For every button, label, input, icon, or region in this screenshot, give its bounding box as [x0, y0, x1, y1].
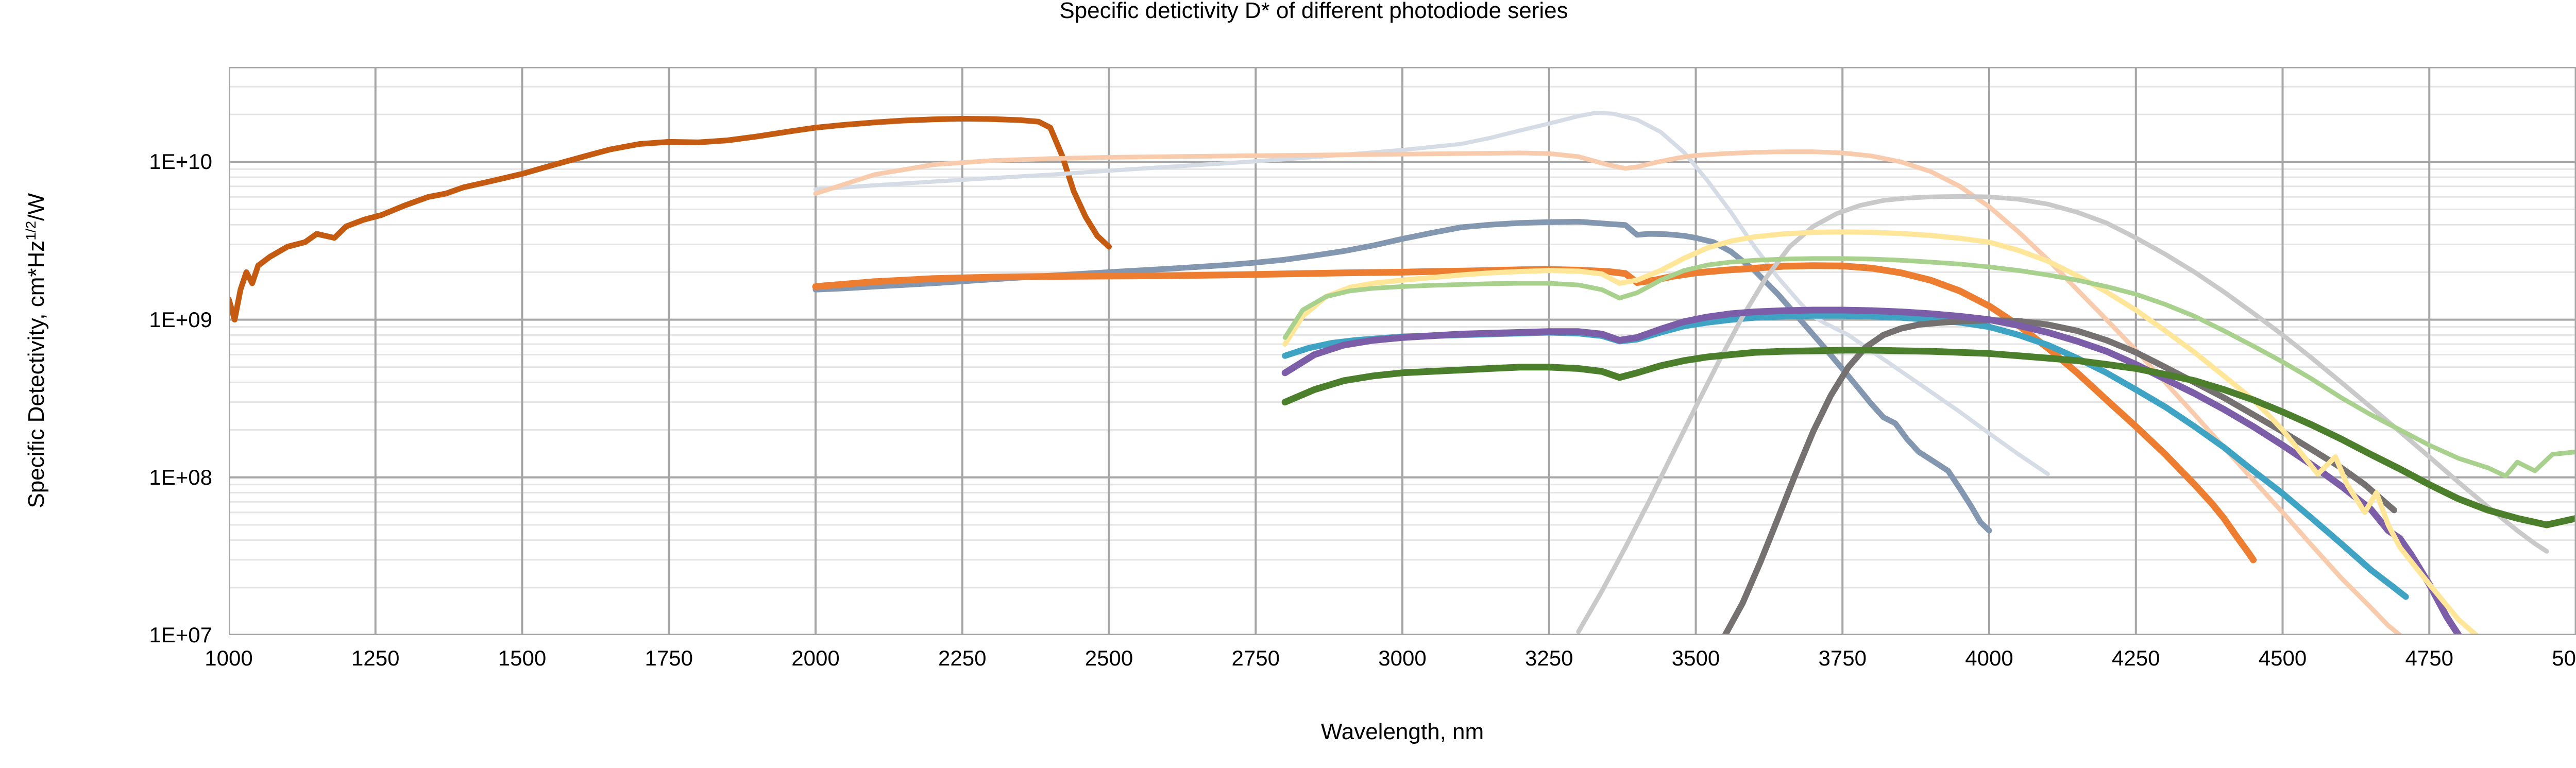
x-axis-tick-label: 4000: [1965, 646, 2013, 670]
y-axis-tick-labels: 1E+10 1E+09 1E+08 1E+07: [0, 0, 222, 768]
series-line-36-l: [814, 110, 2050, 476]
series-line-40: [812, 262, 2257, 564]
x-axis-tick-label: 2750: [1231, 646, 1280, 670]
x-axis-tick-label: 2500: [1084, 646, 1133, 670]
x-axis-tick-label: 4750: [2405, 646, 2453, 670]
series-line-40-l: [813, 149, 2402, 635]
x-axis-tick-label: 5000: [2552, 646, 2576, 670]
y-axis-tick-label: 1E+07: [149, 623, 212, 647]
y-axis-tick-label: 1E+10: [149, 149, 212, 174]
x-axis-title: Wavelength, nm: [1320, 719, 1484, 744]
plot-svg: [229, 67, 2576, 635]
series-line-49-l: [1282, 256, 2576, 479]
series-line-41: [1282, 312, 2409, 600]
x-axis-tick-label: 1750: [645, 646, 693, 670]
series-line-43-l-ws: [1282, 229, 2479, 635]
x-axis-tick-label: 1500: [498, 646, 547, 670]
x-axis-tick-label: 4250: [2112, 646, 2160, 670]
x-axis-tick-label: 1250: [351, 646, 400, 670]
x-axis-tick-label: 3250: [1525, 646, 1573, 670]
x-axis-tick-label: 4500: [2258, 646, 2307, 670]
y-axis-tick-label: 1E+08: [149, 465, 212, 489]
x-axis-tick-label: 1000: [205, 646, 253, 670]
x-axis-tick-label: 3000: [1378, 646, 1427, 670]
series-lines: [229, 110, 2576, 635]
x-axis-tick-label: 2250: [938, 646, 987, 670]
plot-area: [229, 67, 2576, 635]
x-axis-tick-label: 2000: [791, 646, 840, 670]
x-axis-tick-label: 3750: [1818, 646, 1867, 670]
series-line-24: [229, 115, 1112, 323]
y-axis-tick-label: 1E+09: [149, 307, 212, 332]
page-title: Specific detictivity D* of different pho…: [1059, 0, 1568, 23]
series-line-43-ws: [1281, 306, 2462, 635]
x-axis-tick-label: 3500: [1671, 646, 1720, 670]
series-line-49: [1281, 347, 2576, 528]
